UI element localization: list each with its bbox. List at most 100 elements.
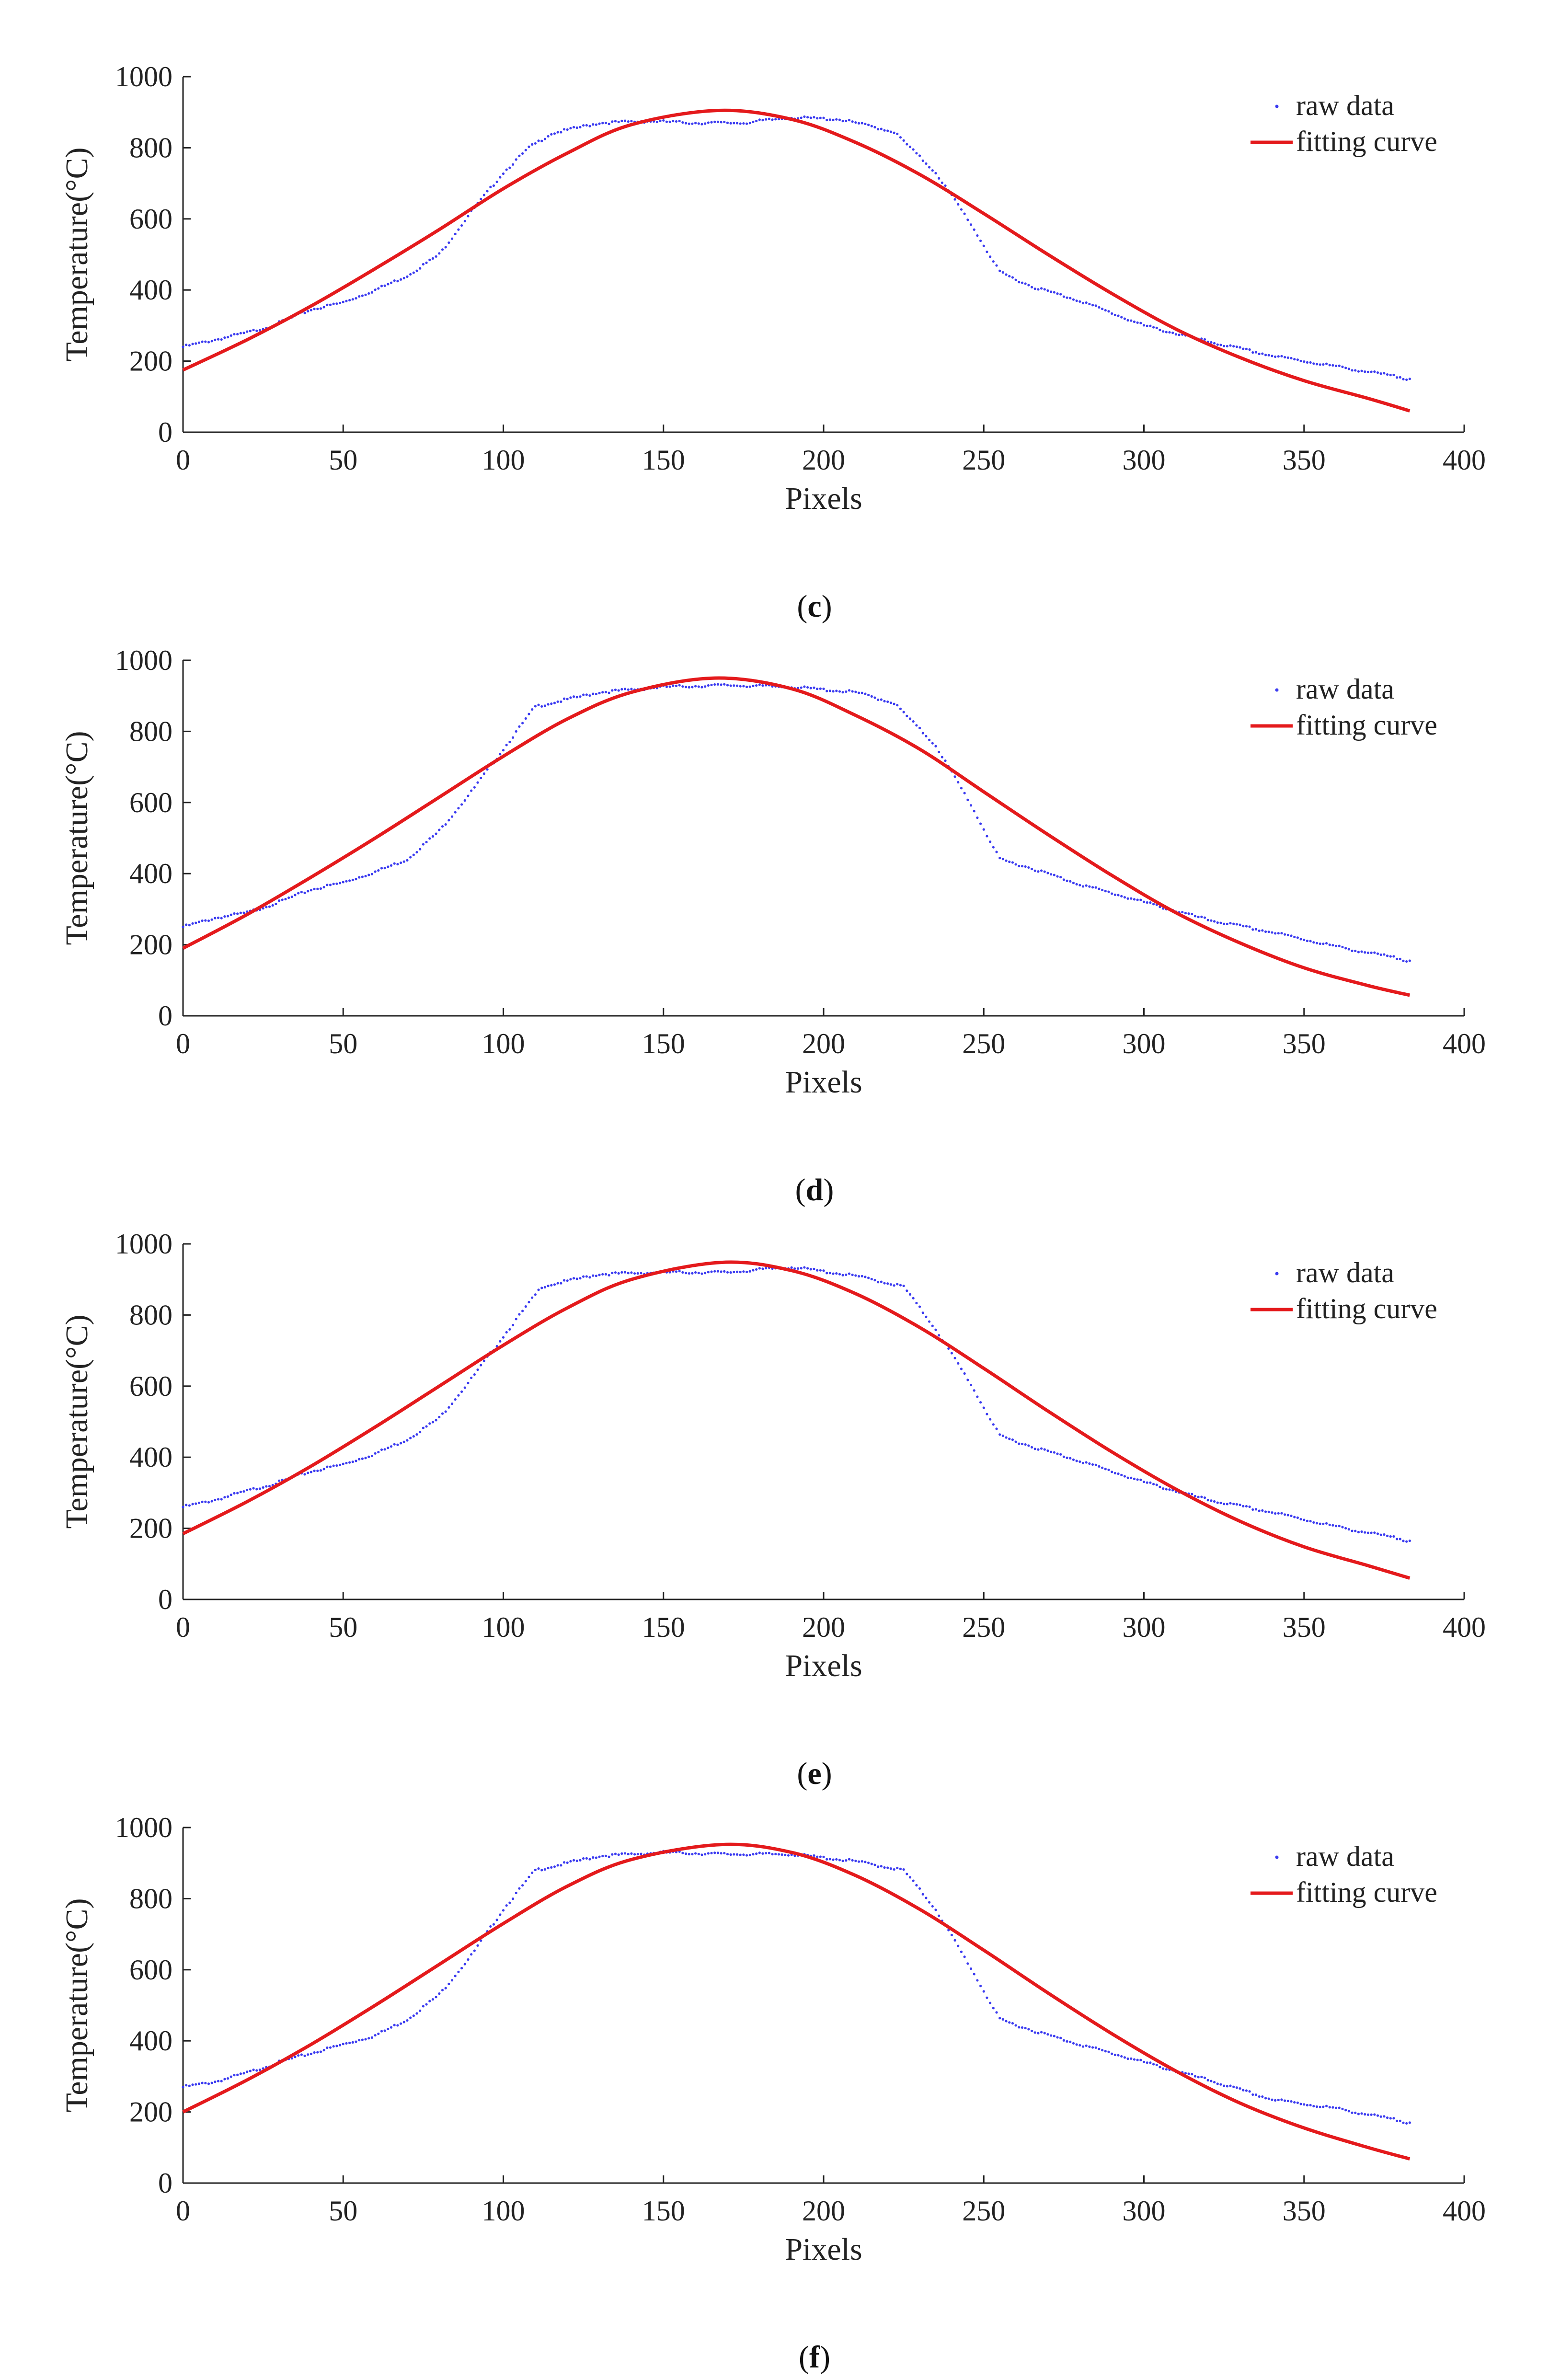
raw-data-point — [476, 1944, 479, 1947]
raw-data-point — [495, 180, 498, 184]
raw-data-point — [207, 2082, 210, 2085]
raw-data-point — [934, 1328, 937, 1331]
raw-data-point — [345, 299, 348, 302]
raw-data-point — [511, 163, 515, 166]
raw-data-point — [515, 1318, 517, 1321]
raw-data-point — [508, 1901, 511, 1904]
raw-data-point — [492, 1923, 495, 1926]
raw-data-point — [851, 120, 854, 123]
raw-data-point — [1018, 281, 1021, 284]
raw-data-point — [406, 859, 409, 862]
raw-data-point — [182, 2086, 184, 2089]
raw-data-point — [893, 1868, 895, 1871]
raw-data-point — [735, 684, 739, 687]
raw-data-point — [579, 126, 582, 128]
raw-data-point — [976, 234, 979, 237]
y-tick-label: 0 — [158, 416, 172, 448]
raw-data-point — [880, 127, 883, 130]
raw-data-point — [1113, 2053, 1116, 2057]
raw-data-point — [870, 695, 873, 698]
raw-data-point — [380, 285, 383, 287]
raw-data-point — [1290, 934, 1293, 937]
raw-data-point — [258, 2069, 262, 2071]
raw-data-point — [508, 740, 511, 744]
chart-panel-f: 0 50 100 150 200 250 300 350 400 0 200 400 600 800 100… — [59, 1812, 1486, 2375]
raw-data-point — [1200, 2075, 1203, 2079]
raw-data-point — [1364, 370, 1366, 373]
raw-data-point — [630, 688, 633, 690]
raw-data-point — [896, 704, 899, 707]
raw-data-point — [412, 271, 415, 274]
raw-data-point — [537, 1867, 540, 1870]
raw-data-point — [521, 1884, 524, 1887]
raw-data-point — [214, 2081, 217, 2083]
raw-data-point — [435, 255, 437, 258]
raw-data-point — [826, 1272, 828, 1275]
raw-data-point — [1338, 944, 1341, 947]
raw-data-point — [275, 902, 277, 906]
y-axis-title: Temperature(°C) — [59, 1898, 94, 2113]
raw-data-point — [486, 768, 489, 771]
x-axis-title: Pixels — [785, 2232, 862, 2267]
raw-data-point — [1264, 354, 1267, 356]
raw-data-point — [816, 117, 819, 120]
y-tick-label: 200 — [129, 345, 172, 377]
raw-data-point — [1386, 1534, 1389, 1537]
raw-data-point — [1120, 895, 1123, 897]
legend-raw-data-label: raw data — [1296, 673, 1394, 705]
raw-data-point — [854, 121, 857, 124]
raw-data-point — [796, 1267, 800, 1270]
raw-data-point — [1001, 858, 1004, 861]
x-tick-label: 200 — [802, 1028, 845, 1059]
raw-data-point — [1325, 2104, 1328, 2107]
raw-data-point — [1405, 2122, 1408, 2125]
raw-data-point — [694, 1271, 697, 1274]
raw-data-point — [784, 1853, 787, 1856]
raw-data-point — [1399, 957, 1401, 960]
raw-data-point — [832, 1272, 835, 1275]
raw-data-point — [1091, 2046, 1094, 2049]
raw-data-point — [543, 1868, 547, 1871]
raw-data-point — [1056, 2036, 1059, 2039]
raw-data-point — [800, 1267, 803, 1270]
raw-data-point — [809, 1268, 812, 1271]
raw-data-point — [1242, 925, 1245, 928]
raw-data-point — [1062, 295, 1065, 298]
raw-data-point — [630, 1852, 633, 1855]
raw-data-point — [755, 684, 758, 687]
raw-data-point — [1341, 1526, 1344, 1529]
raw-data-point — [883, 129, 886, 132]
raw-data-point — [1165, 331, 1168, 333]
raw-data-point — [534, 1868, 537, 1872]
raw-data-point — [1136, 321, 1139, 324]
raw-data-point — [482, 194, 485, 196]
raw-data-point — [197, 1501, 201, 1504]
raw-data-point — [364, 874, 367, 878]
raw-data-point — [457, 228, 460, 231]
raw-data-point — [182, 1506, 184, 1508]
raw-data-point — [1024, 2026, 1027, 2030]
raw-data-point — [989, 2001, 992, 2004]
raw-data-point — [1254, 2093, 1258, 2096]
raw-data-point — [864, 1276, 867, 1278]
raw-data-point — [482, 1359, 485, 1362]
raw-data-point — [1126, 1476, 1129, 1479]
raw-data-point — [1335, 1525, 1338, 1528]
raw-data-point — [1248, 348, 1251, 351]
raw-data-point — [1072, 1458, 1075, 1461]
raw-data-point — [857, 691, 861, 694]
raw-data-point — [723, 683, 726, 686]
raw-data-point — [1303, 2103, 1306, 2106]
raw-data-point — [313, 308, 316, 310]
raw-data-point — [973, 1389, 975, 1392]
raw-data-point — [1347, 2110, 1350, 2113]
raw-data-point — [995, 851, 998, 853]
raw-data-point — [1085, 301, 1088, 304]
raw-data-point — [188, 924, 191, 927]
raw-data-point — [438, 828, 441, 831]
raw-data-point — [608, 1855, 610, 1858]
raw-data-point — [1261, 1509, 1264, 1512]
y-tick-label: 200 — [129, 1513, 172, 1544]
raw-data-point — [252, 328, 255, 332]
raw-data-point — [1193, 2075, 1197, 2078]
